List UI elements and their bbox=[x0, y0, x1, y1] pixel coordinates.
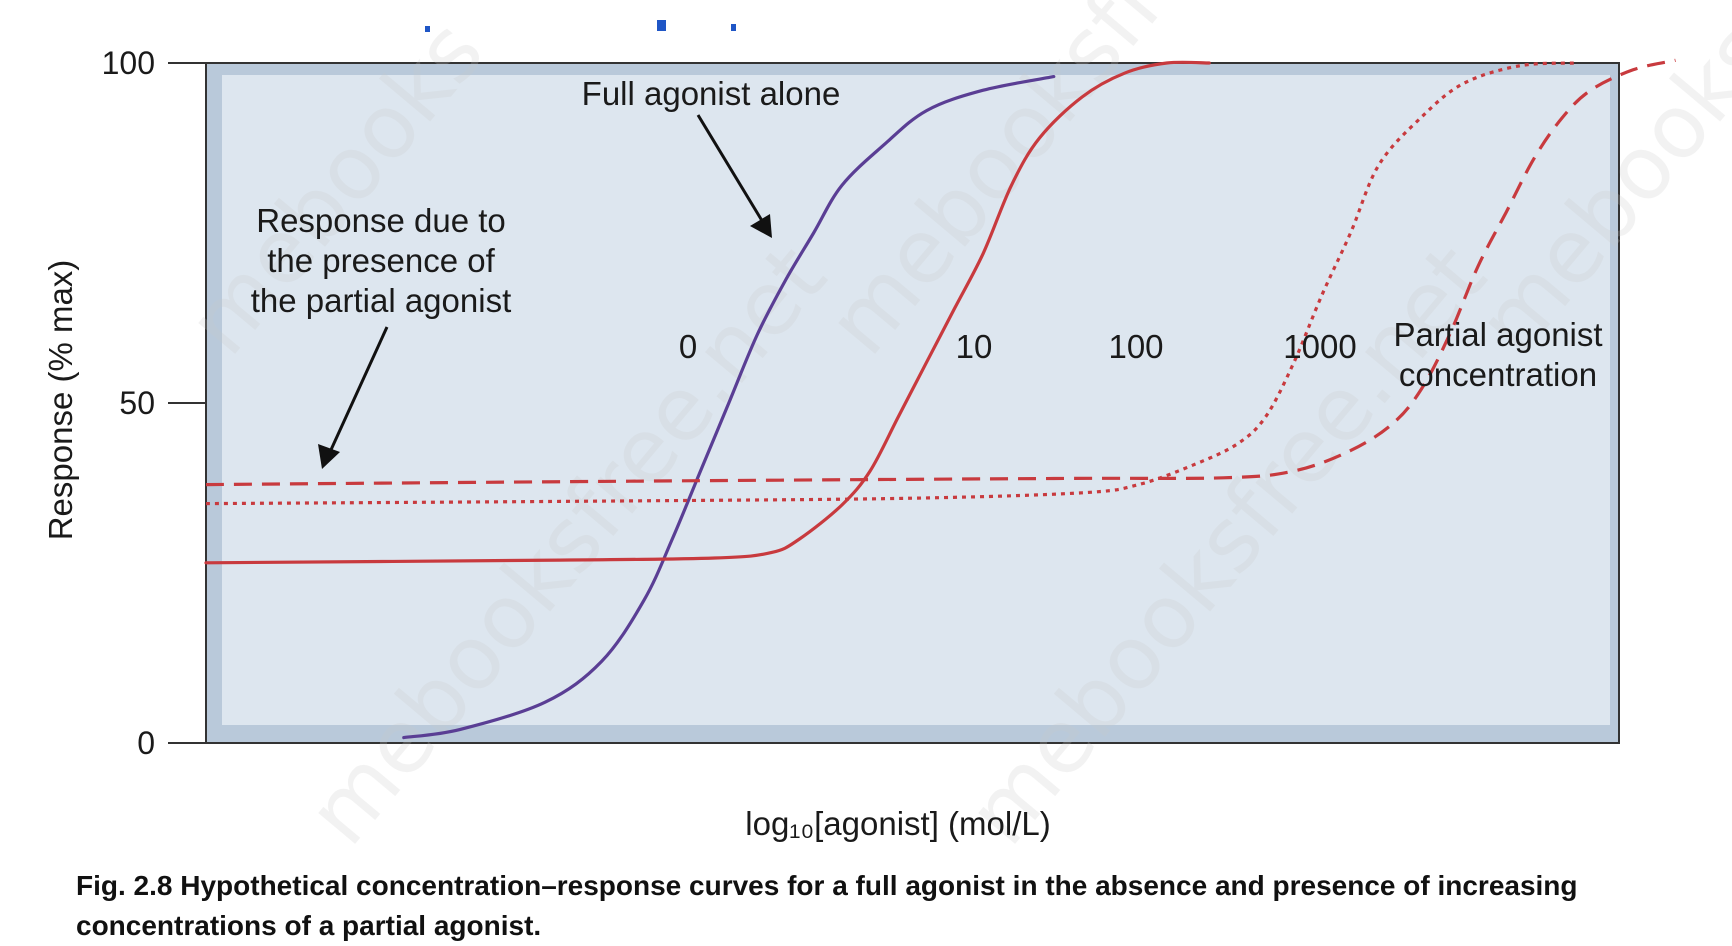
figure-caption-text: Hypothetical concentration–response curv… bbox=[76, 870, 1578, 941]
y-tick-label-100: 100 bbox=[102, 45, 155, 81]
full-agonist-arrow-head bbox=[750, 214, 772, 238]
response-due-line-3: the partial agonist bbox=[251, 282, 512, 319]
series-line-10 bbox=[204, 60, 1211, 565]
series-labels: 0 10 100 1000 bbox=[679, 328, 1357, 365]
response-due-arrow-head bbox=[318, 444, 340, 469]
top-artifacts bbox=[425, 20, 736, 32]
figure-caption-label: Fig. 2.8 bbox=[76, 870, 173, 901]
artifact-mark bbox=[657, 20, 666, 31]
response-due-arrow-line bbox=[328, 326, 389, 453]
full-agonist-label: Full agonist alone bbox=[582, 75, 841, 112]
figure-caption: Fig. 2.8 Hypothetical concentration–resp… bbox=[76, 866, 1636, 946]
y-tick-label-0: 0 bbox=[137, 725, 155, 761]
series-label-100: 100 bbox=[1108, 328, 1163, 365]
series-line-0 bbox=[402, 75, 1056, 740]
plot-area-background bbox=[222, 75, 1610, 725]
series-label-1000: 1000 bbox=[1283, 328, 1356, 365]
full-agonist-arrow-line bbox=[696, 114, 766, 225]
partial-conc-line-2: concentration bbox=[1399, 356, 1597, 393]
y-axis: 100 50 0 Response (% max) bbox=[42, 45, 206, 761]
response-due-line-1: Response due to bbox=[256, 202, 506, 239]
artifact-mark bbox=[731, 24, 736, 31]
annotations: Full agonist alone Response due to the p… bbox=[251, 75, 1603, 393]
series-label-10: 10 bbox=[956, 328, 993, 365]
annotation-arrows bbox=[318, 114, 772, 469]
y-tick-label-50: 50 bbox=[119, 385, 155, 421]
y-axis-label: Response (% max) bbox=[42, 260, 79, 541]
series-line-1000 bbox=[205, 58, 1676, 487]
x-axis-label: log₁₀[agonist] (mol/L) bbox=[745, 805, 1050, 842]
response-due-line-2: the presence of bbox=[267, 242, 495, 279]
series-label-0: 0 bbox=[679, 328, 697, 365]
artifact-mark bbox=[425, 26, 430, 32]
partial-conc-line-1: Partial agonist bbox=[1393, 316, 1602, 353]
series-layer bbox=[204, 58, 1676, 740]
